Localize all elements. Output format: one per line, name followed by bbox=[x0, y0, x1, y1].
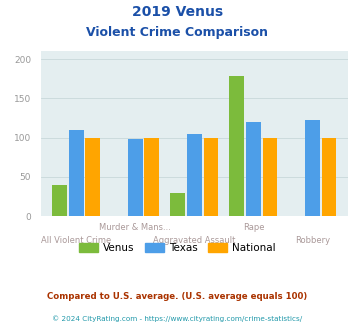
Text: 2019 Venus: 2019 Venus bbox=[132, 5, 223, 19]
Text: © 2024 CityRating.com - https://www.cityrating.com/crime-statistics/: © 2024 CityRating.com - https://www.city… bbox=[53, 315, 302, 322]
Bar bbox=[170, 193, 185, 216]
Text: Rape: Rape bbox=[243, 223, 264, 232]
Bar bbox=[203, 138, 218, 216]
Text: Robbery: Robbery bbox=[295, 236, 330, 245]
Bar bbox=[229, 76, 244, 216]
Bar bbox=[86, 138, 100, 216]
Bar bbox=[187, 134, 202, 216]
Bar bbox=[322, 138, 337, 216]
Text: Compared to U.S. average. (U.S. average equals 100): Compared to U.S. average. (U.S. average … bbox=[47, 292, 308, 301]
Bar bbox=[69, 130, 84, 216]
Text: All Violent Crime: All Violent Crime bbox=[41, 236, 111, 245]
Bar bbox=[144, 138, 159, 216]
Bar bbox=[128, 139, 143, 216]
Text: Violent Crime Comparison: Violent Crime Comparison bbox=[87, 26, 268, 39]
Bar bbox=[263, 138, 277, 216]
Bar bbox=[52, 185, 67, 216]
Bar bbox=[305, 120, 320, 216]
Text: Aggravated Assault: Aggravated Assault bbox=[153, 236, 236, 245]
Text: Murder & Mans...: Murder & Mans... bbox=[99, 223, 171, 232]
Legend: Venus, Texas, National: Venus, Texas, National bbox=[75, 239, 280, 257]
Bar bbox=[246, 122, 261, 216]
